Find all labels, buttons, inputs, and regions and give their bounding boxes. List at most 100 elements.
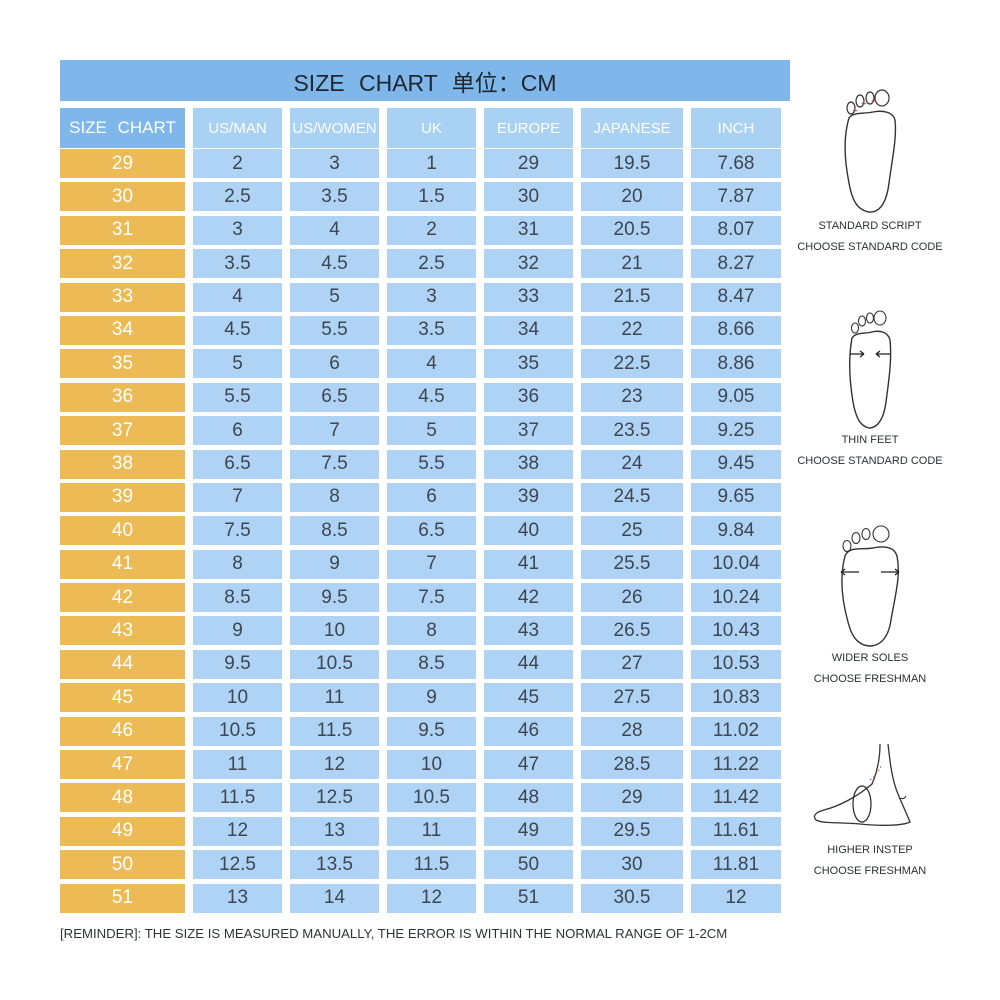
cell-japanese: 23 <box>581 382 683 412</box>
cell-europe: 45 <box>484 683 573 713</box>
cell-us-women: 5 <box>290 282 379 312</box>
cell-us-man: 5.5 <box>193 382 282 412</box>
cell-japanese: 26 <box>581 583 683 613</box>
cell-us-man: 7 <box>193 482 282 512</box>
cell-europe: 48 <box>484 783 573 813</box>
cell-europe: 46 <box>484 716 573 746</box>
cell-size: 33 <box>60 282 185 312</box>
header-inch: INCH <box>691 108 781 148</box>
cell-inch: 11.61 <box>691 816 781 846</box>
table-row: 42 8.5 9.5 7.5 42 26 10.24 <box>60 583 790 616</box>
cell-uk: 2 <box>387 215 476 245</box>
cell-japanese: 22 <box>581 315 683 345</box>
cell-us-man: 6.5 <box>193 449 282 479</box>
cell-us-man: 11 <box>193 750 282 780</box>
cell-japanese: 19.5 <box>581 149 683 178</box>
cell-us-women: 8.5 <box>290 516 379 546</box>
cell-us-women: 10.5 <box>290 649 379 679</box>
cell-inch: 10.24 <box>691 583 781 613</box>
table-row: 33 4 5 3 33 21.5 8.47 <box>60 282 790 316</box>
cell-uk: 1.5 <box>387 182 476 212</box>
cell-europe: 33 <box>484 282 573 312</box>
cell-uk: 9 <box>387 683 476 713</box>
high-instep-foot-icon <box>813 743 911 826</box>
cell-inch: 8.47 <box>691 282 781 312</box>
cell-us-man: 13 <box>193 883 282 913</box>
cell-us-women: 5.5 <box>290 315 379 345</box>
cell-inch: 11.22 <box>691 750 781 780</box>
cell-europe: 40 <box>484 516 573 546</box>
cell-size: 50 <box>60 850 185 880</box>
cell-europe: 50 <box>484 850 573 880</box>
guide-standard-line2: CHOOSE STANDARD CODE <box>797 241 943 253</box>
guide-standard-line1: STANDARD SCRIPT <box>818 220 922 232</box>
cell-inch: 11.02 <box>691 716 781 746</box>
table-row: 34 4.5 5.5 3.5 34 22 8.66 <box>60 315 790 349</box>
cell-size: 32 <box>60 249 185 279</box>
cell-europe: 34 <box>484 315 573 345</box>
cell-japanese: 27 <box>581 649 683 679</box>
cell-uk: 6.5 <box>387 516 476 546</box>
cell-us-man: 5 <box>193 349 282 379</box>
cell-us-women: 7.5 <box>290 449 379 479</box>
cell-inch: 12 <box>691 883 781 913</box>
cell-size: 35 <box>60 349 185 379</box>
cell-japanese: 21 <box>581 249 683 279</box>
cell-us-women: 14 <box>290 883 379 913</box>
table-row: 44 9.5 10.5 8.5 44 27 10.53 <box>60 649 790 683</box>
chart-title: SIZE CHART 单位：CM <box>60 60 790 101</box>
guide-wider-line2: CHOOSE FRESHMAN <box>813 673 927 685</box>
table-row: 32 3.5 4.5 2.5 32 21 8.27 <box>60 249 790 282</box>
cell-us-women: 13 <box>290 816 379 846</box>
table-row: 35 5 6 4 35 22.5 8.86 <box>60 349 790 382</box>
cell-uk: 9.5 <box>387 716 476 746</box>
guide-thin-line2: CHOOSE STANDARD CODE <box>797 455 943 467</box>
cell-us-man: 8 <box>193 549 282 579</box>
cell-us-man: 9 <box>193 616 282 646</box>
cell-us-man: 7.5 <box>193 516 282 546</box>
cell-uk: 10 <box>387 750 476 780</box>
table-row: 29 2 3 1 29 19.5 7.68 <box>60 149 790 182</box>
cell-us-women: 12 <box>290 750 379 780</box>
cell-japanese: 24 <box>581 449 683 479</box>
cell-inch: 7.68 <box>691 149 781 178</box>
cell-europe: 42 <box>484 583 573 613</box>
cell-uk: 1 <box>387 149 476 178</box>
cell-us-women: 6.5 <box>290 382 379 412</box>
cell-size: 48 <box>60 783 185 813</box>
cell-europe: 32 <box>484 249 573 279</box>
cell-size: 30 <box>60 182 185 212</box>
cell-japanese: 29 <box>581 783 683 813</box>
cell-europe: 37 <box>484 416 573 446</box>
header-europe: EUROPE <box>484 108 573 148</box>
guide-wider-soles: WIDER SOLES CHOOSE FRESHMAN <box>795 524 945 690</box>
cell-us-man: 2 <box>193 149 282 178</box>
table-row: 46 10.5 11.5 9.5 46 28 11.02 <box>60 716 790 750</box>
cell-uk: 3.5 <box>387 315 476 345</box>
cell-size: 36 <box>60 382 185 412</box>
cell-size: 42 <box>60 583 185 613</box>
cell-us-man: 3.5 <box>193 249 282 279</box>
cell-japanese: 28.5 <box>581 750 683 780</box>
cell-us-man: 11.5 <box>193 783 282 813</box>
cell-us-man: 12 <box>193 816 282 846</box>
thin-foot-icon <box>849 310 892 429</box>
size-table: SIZE CHART US/MAN US/WOMEN UK EUROPE JAP… <box>60 108 790 917</box>
cell-size: 38 <box>60 449 185 479</box>
cell-inch: 8.07 <box>691 215 781 245</box>
cell-us-man: 4 <box>193 282 282 312</box>
cell-size: 37 <box>60 416 185 446</box>
cell-uk: 3 <box>387 282 476 312</box>
cell-us-women: 3.5 <box>290 182 379 212</box>
cell-inch: 9.05 <box>691 382 781 412</box>
table-row: 37 6 7 5 37 23.5 9.25 <box>60 416 790 449</box>
cell-uk: 11 <box>387 816 476 846</box>
cell-japanese: 20 <box>581 182 683 212</box>
cell-uk: 12 <box>387 883 476 913</box>
cell-uk: 5.5 <box>387 449 476 479</box>
cell-europe: 47 <box>484 750 573 780</box>
table-row: 50 12.5 13.5 11.5 50 30 11.81 <box>60 850 790 883</box>
header-size-chart: SIZE CHART <box>60 108 185 148</box>
cell-us-man: 3 <box>193 215 282 245</box>
cell-size: 31 <box>60 215 185 245</box>
